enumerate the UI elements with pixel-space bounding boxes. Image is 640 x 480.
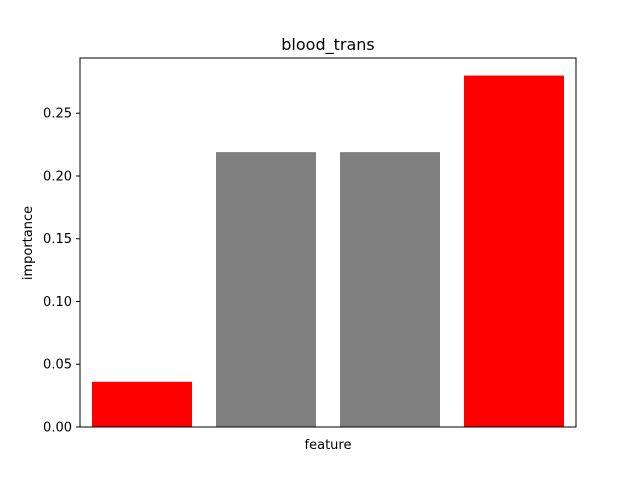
- bar-2: [216, 152, 316, 427]
- bar-3: [340, 152, 440, 427]
- y-axis-label: importance: [21, 206, 36, 280]
- y-tick-label: 0.20: [43, 169, 72, 184]
- chart-title: blood_trans: [281, 35, 374, 55]
- y-tick-label: 0.10: [43, 295, 72, 310]
- bars-layer: [92, 75, 564, 428]
- bar-4: [464, 75, 564, 428]
- y-tick-label: 0.25: [43, 107, 72, 122]
- y-tick-label: 0.15: [43, 232, 72, 247]
- y-tick-label: 0.00: [43, 421, 72, 436]
- y-tick-label: 0.05: [43, 358, 72, 373]
- plot-frame: [79, 57, 577, 428]
- y-axis: 0.00 0.05 0.10 0.15 0.20 0.25: [43, 107, 80, 436]
- x-axis-label: feature: [305, 438, 352, 453]
- bar-1: [92, 381, 192, 427]
